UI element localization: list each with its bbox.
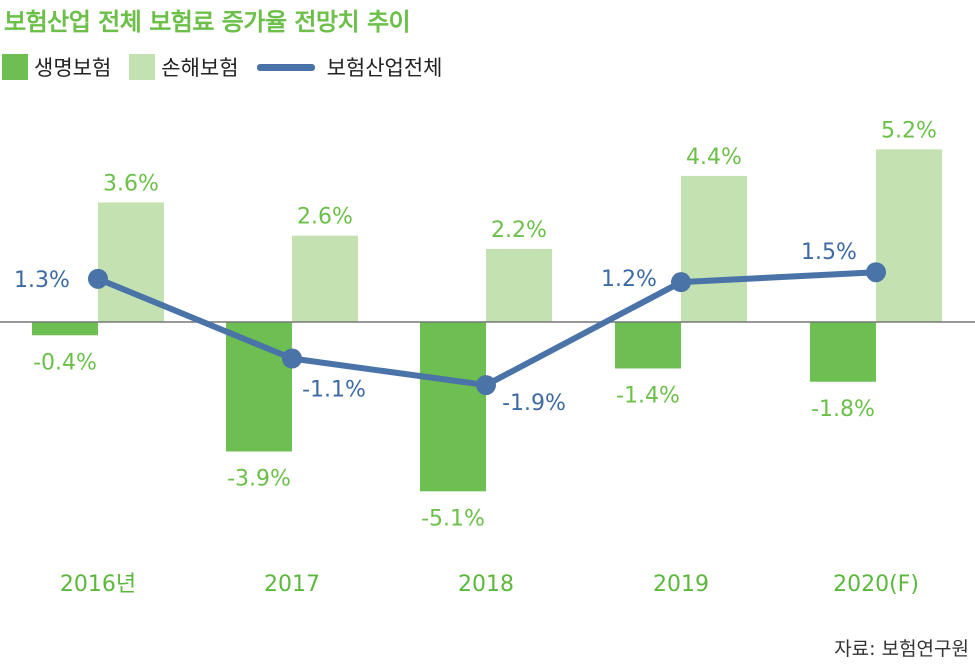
point-total: [476, 375, 496, 396]
x-tick-label: 2016년: [60, 572, 136, 597]
point-total: [671, 272, 691, 293]
legend-item-nonlife: 손해보험: [129, 52, 239, 82]
point-total: [282, 348, 302, 369]
bar-life: [226, 322, 292, 452]
point-total: [88, 268, 108, 289]
bar-life: [32, 322, 98, 336]
data-label-nonlife: 4.4%: [686, 145, 742, 170]
data-label-total: -1.1%: [302, 378, 366, 403]
chart-title: 보험산업 전체 보험료 증가율 전망치 추이: [4, 8, 411, 36]
point-total: [866, 262, 886, 283]
legend-label-nonlife: 손해보험: [161, 56, 239, 80]
bar-nonlife: [486, 248, 552, 322]
x-tick-label: 2017: [264, 572, 320, 597]
legend: 생명보험 손해보험 보험산업전체: [2, 52, 460, 82]
data-label-total: 1.3%: [14, 268, 70, 293]
x-tick-label: 2019: [653, 572, 709, 597]
source-note: 자료: 보험연구원: [834, 638, 969, 660]
data-label-life: -0.4%: [33, 350, 97, 375]
x-tick-label: 2018: [458, 572, 514, 597]
data-label-total: -1.9%: [502, 391, 566, 416]
legend-swatch-nonlife: [129, 54, 156, 80]
data-label-life: -3.9%: [227, 466, 291, 491]
bar-life: [420, 322, 486, 492]
legend-swatch-life: [2, 54, 28, 80]
data-label-total: 1.2%: [601, 267, 657, 292]
data-label-total: 1.5%: [801, 240, 857, 265]
bar-nonlife: [292, 235, 358, 322]
legend-item-life: 생명보험: [2, 52, 111, 82]
bar-nonlife: [876, 149, 942, 322]
data-label-life: -5.1%: [421, 506, 485, 531]
data-label-life: -1.8%: [811, 397, 875, 422]
data-label-nonlife: 2.2%: [491, 218, 547, 243]
legend-label-life: 생명보험: [34, 56, 112, 80]
legend-item-total: 보험산업전체: [256, 52, 443, 82]
bar-nonlife: [681, 175, 747, 322]
data-label-nonlife: 2.6%: [297, 205, 353, 230]
data-label-life: -1.4%: [616, 383, 680, 408]
legend-swatch-total: [256, 63, 315, 71]
data-label-nonlife: 5.2%: [881, 118, 937, 143]
legend-label-total: 보험산업전체: [326, 56, 443, 80]
bar-life: [810, 322, 876, 382]
data-label-nonlife: 3.6%: [103, 171, 159, 196]
x-tick-label: 2020(F): [833, 572, 919, 597]
bar-life: [615, 322, 681, 369]
